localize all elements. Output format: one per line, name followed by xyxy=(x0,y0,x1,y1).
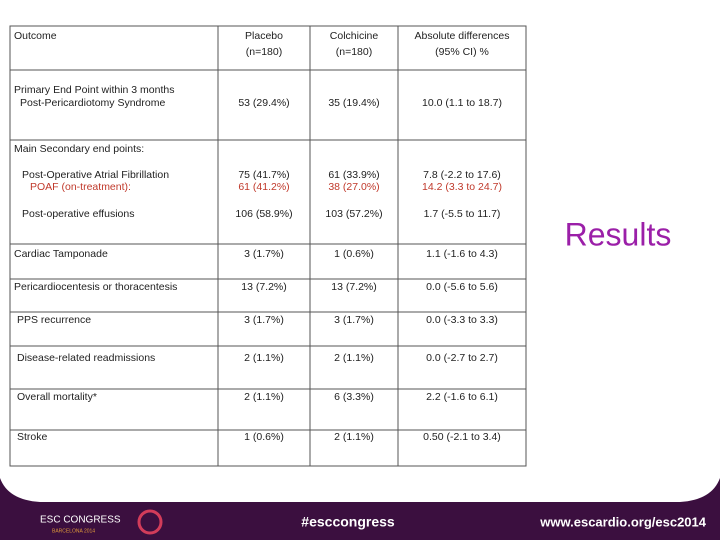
cell: 2 (1.1%) xyxy=(244,391,284,403)
header-cell: Outcome xyxy=(14,30,57,42)
cell: 3 (1.7%) xyxy=(244,248,284,260)
cell: 13 (7.2%) xyxy=(331,281,377,293)
cell: 103 (57.2%) xyxy=(325,208,382,220)
slide-title: Results xyxy=(565,216,672,252)
footer-band xyxy=(0,478,720,540)
cell: 3 (1.7%) xyxy=(244,314,284,326)
row-label: POAF (on-treatment): xyxy=(30,181,131,193)
congress: ESC CONGRESS xyxy=(40,515,121,526)
cell: 10.0 (1.1 to 18.7) xyxy=(422,97,502,109)
cell: 2.2 (-1.6 to 6.1) xyxy=(426,391,498,403)
row-label: Disease-related readmissions xyxy=(17,352,155,364)
url: www.escardio.org/esc2014 xyxy=(539,514,706,529)
subheader-cell: (95% CI) % xyxy=(435,46,489,58)
logo xyxy=(137,509,163,535)
cell: 3 (1.7%) xyxy=(334,314,374,326)
cell: 2 (1.1%) xyxy=(334,431,374,443)
row-label: Stroke xyxy=(17,431,48,443)
cell: 1 (0.6%) xyxy=(244,431,284,443)
row-label: Overall mortality* xyxy=(17,391,97,403)
cell: 13 (7.2%) xyxy=(241,281,287,293)
cell: 0.50 (-2.1 to 3.4) xyxy=(423,431,501,443)
cell: 0.0 (-3.3 to 3.3) xyxy=(426,314,498,326)
subheader-cell: (n=180) xyxy=(336,46,372,58)
cell: 14.2 (3.3 to 24.7) xyxy=(422,181,502,193)
row-label: Post-Operative Atrial Fibrillation xyxy=(22,169,169,181)
subheader-cell: (n=180) xyxy=(246,46,282,58)
cell: 2 (1.1%) xyxy=(244,352,284,364)
row-label: Main Secondary end points: xyxy=(14,143,144,155)
header-cell: Absolute differences xyxy=(415,30,510,42)
cell: 106 (58.9%) xyxy=(235,208,292,220)
cell: 7.8 (-2.2 to 17.6) xyxy=(423,169,501,181)
row-label: Post-Pericardiotomy Syndrome xyxy=(20,97,165,109)
row-label: Cardiac Tamponade xyxy=(14,248,108,260)
header-cell: Colchicine xyxy=(330,30,379,42)
cell: 1 (0.6%) xyxy=(334,248,374,260)
cell: 1.1 (-1.6 to 4.3) xyxy=(426,248,498,260)
row-label: Post-operative effusions xyxy=(22,208,134,220)
hashtag: #esccongress xyxy=(301,514,395,530)
header-cell: Placebo xyxy=(245,30,283,42)
cell: 75 (41.7%) xyxy=(238,169,289,181)
table-border xyxy=(9,25,527,467)
cell: 0.0 (-5.6 to 5.6) xyxy=(426,281,498,293)
cell: 61 (41.2%) xyxy=(238,181,289,193)
place: BARCELONA 2014 xyxy=(52,528,95,534)
table: Outcome Placebo Colchicine Absolute differe… xyxy=(9,25,527,467)
row-label: Primary End Point within 3 months xyxy=(14,84,174,96)
cell: 6 (3.3%) xyxy=(334,391,374,403)
row-label: Pericardiocentesis or thoracentesis xyxy=(14,281,177,293)
cell: 53 (29.4%) xyxy=(238,97,289,109)
row-label: PPS recurrence xyxy=(17,314,91,326)
cell: 61 (33.9%) xyxy=(328,169,379,181)
cell: 1.7 (-5.5 to 11.7) xyxy=(424,208,501,220)
cell: 35 (19.4%) xyxy=(328,97,379,109)
cell: 0.0 (-2.7 to 2.7) xyxy=(426,352,498,364)
cell: 2 (1.1%) xyxy=(334,352,374,364)
cell: 38 (27.0%) xyxy=(328,181,379,193)
